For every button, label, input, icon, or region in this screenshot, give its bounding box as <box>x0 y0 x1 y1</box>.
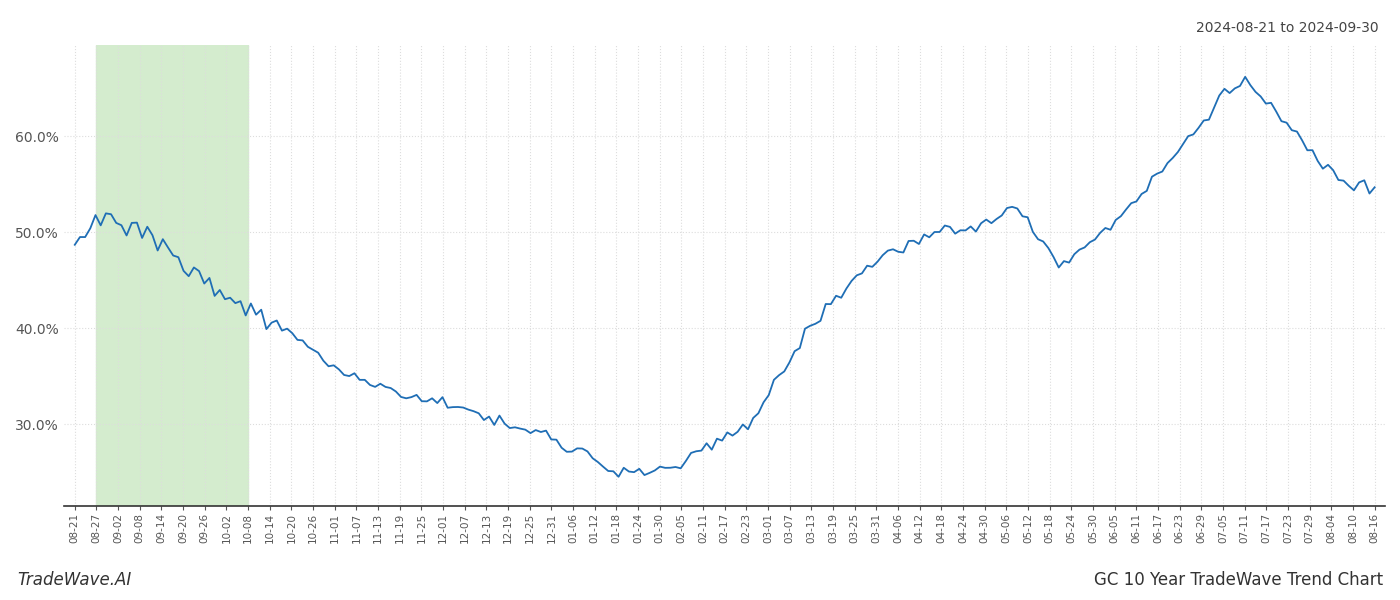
Bar <box>97 45 248 506</box>
Text: TradeWave.AI: TradeWave.AI <box>17 571 132 589</box>
Text: 2024-08-21 to 2024-09-30: 2024-08-21 to 2024-09-30 <box>1197 21 1379 35</box>
Text: GC 10 Year TradeWave Trend Chart: GC 10 Year TradeWave Trend Chart <box>1093 571 1383 589</box>
